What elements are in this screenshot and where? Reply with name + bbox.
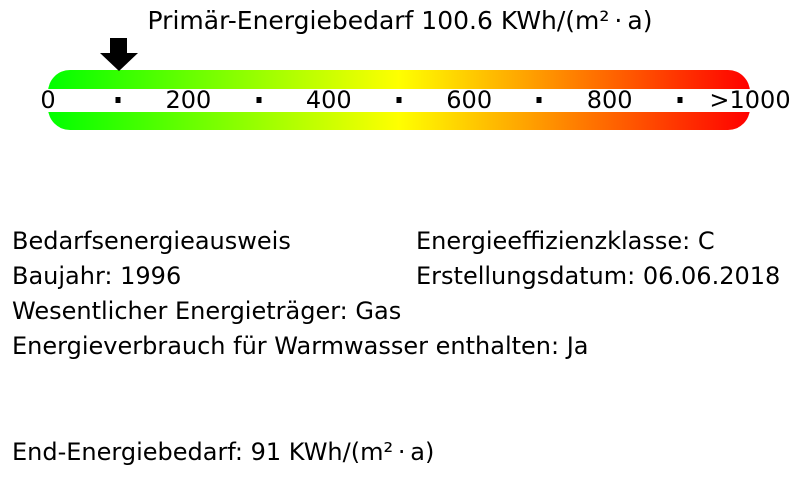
scale-minor-tick bbox=[256, 97, 262, 103]
scale-minor-tick bbox=[396, 97, 402, 103]
efficiency-class-line: Energieeffizienzklasse: C bbox=[416, 227, 715, 255]
details-left-column: Bedarfsenergieausweis Baujahr: 1996 Wese… bbox=[12, 224, 589, 364]
scale-minor-tick bbox=[115, 97, 121, 103]
energy-scale-bar: 0 200 400 600 800 >1000 bbox=[40, 70, 791, 130]
scale-minor-tick bbox=[536, 97, 542, 103]
certificate-type-line: Bedarfsenergieausweis bbox=[12, 227, 291, 255]
scale-tick-label: 600 bbox=[446, 86, 493, 114]
energy-carrier-line: Wesentlicher Energieträger: Gas bbox=[12, 297, 402, 325]
value-pointer-arrow bbox=[99, 38, 138, 71]
details-right-column: Energieeffizienzklasse: C Erstellungsdat… bbox=[416, 224, 780, 294]
end-energy-demand-line: End-Energiebedarf: 91 KWh/(m² · a) bbox=[12, 438, 435, 466]
scale-tick-label: >1000 bbox=[709, 86, 791, 114]
pointer-arrow-shaft bbox=[110, 38, 128, 53]
hot-water-included-line: Energieverbrauch für Warmwasser enthalte… bbox=[12, 332, 589, 360]
scale-minor-tick bbox=[677, 97, 683, 103]
scale-tick-label: 400 bbox=[305, 86, 352, 114]
scale-tick-label: 200 bbox=[165, 86, 212, 114]
scale-tick-label: 0 bbox=[40, 86, 56, 114]
pointer-arrow-head-icon bbox=[99, 53, 138, 71]
scale-tick-label: 800 bbox=[586, 86, 633, 114]
construction-year-line: Baujahr: 1996 bbox=[12, 262, 182, 290]
chart-title: Primär-Energiebedarf 100.6 KWh/(m² · a) bbox=[147, 6, 653, 35]
creation-date-line: Erstellungsdatum: 06.06.2018 bbox=[416, 262, 781, 290]
